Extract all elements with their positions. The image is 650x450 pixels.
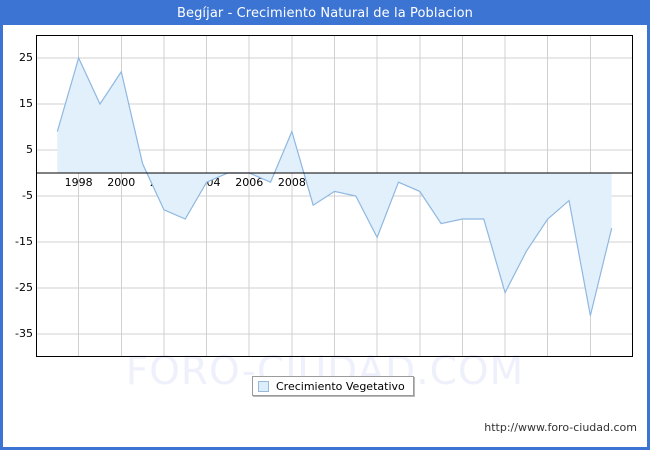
y-axis-tick-label: -5 xyxy=(22,189,33,202)
series-area-crecimiento-vegetativo xyxy=(56,56,613,316)
legend-swatch-icon xyxy=(258,380,269,392)
y-axis-tick-label: -25 xyxy=(15,281,33,294)
y-axis-tick-label: -35 xyxy=(15,327,33,340)
plot-border xyxy=(36,35,633,357)
legend-item-label: Crecimiento Vegetativo xyxy=(276,379,405,393)
window-title: Begíjar - Crecimiento Natural de la Pobl… xyxy=(3,3,647,25)
y-axis-tick-label: 15 xyxy=(19,97,33,110)
y-axis-tick-label: 25 xyxy=(19,51,33,64)
chart-area: FORO-CIUDAD.COM 25 15 5 -5 -15 -25 -35 1998 200… xyxy=(3,25,647,447)
source-url: http://www.foro-ciudad.com xyxy=(484,421,637,434)
chart-legend[interactable]: Crecimiento Vegetativo xyxy=(252,376,414,396)
chart-plot xyxy=(36,35,633,357)
y-axis-tick-label: -15 xyxy=(15,235,33,248)
y-axis-tick-label: 5 xyxy=(26,143,33,156)
y-axis-labels: 25 15 5 -5 -15 -25 -35 xyxy=(3,25,33,367)
